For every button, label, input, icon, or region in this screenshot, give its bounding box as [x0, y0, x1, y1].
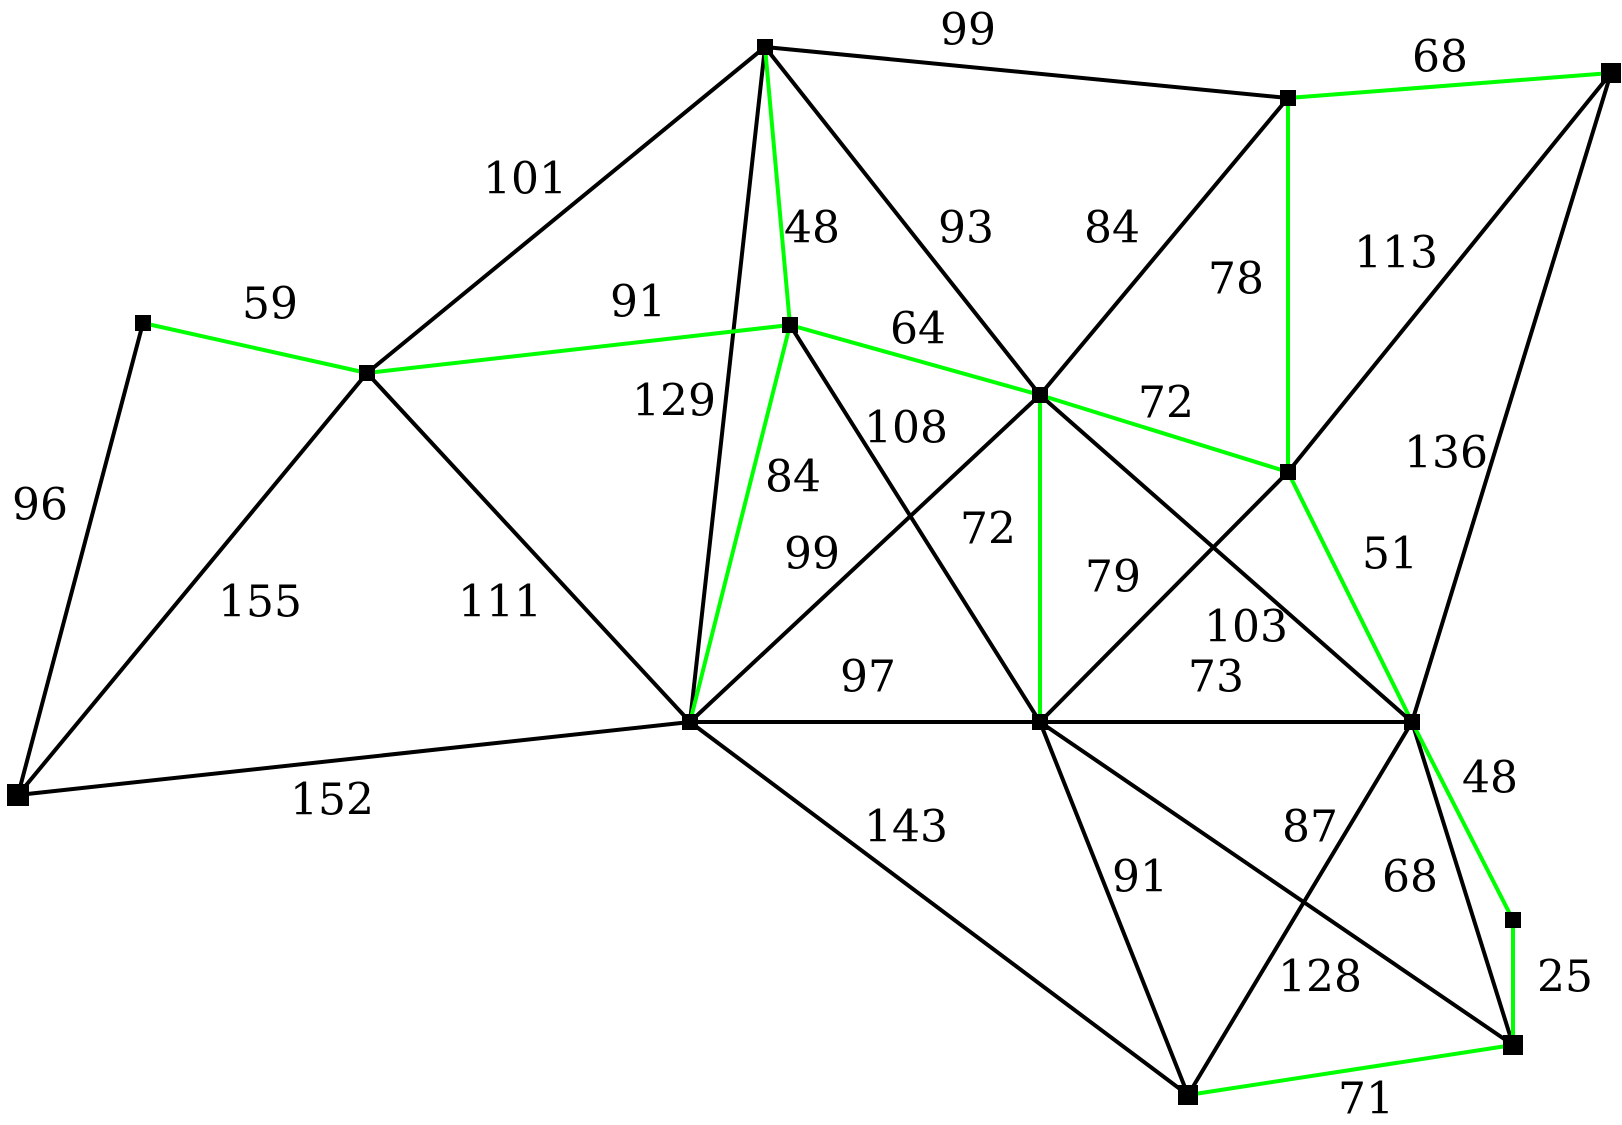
node-n8 — [1280, 464, 1296, 480]
edge-weight-label: 99 — [940, 5, 996, 56]
edge-weight-label: 128 — [1278, 952, 1362, 1003]
edge-weight-label: 143 — [864, 802, 948, 853]
edge-weight-label: 72 — [960, 504, 1016, 555]
edge-n10-n16 — [688, 720, 1190, 1097]
edge-n6-n7-highlighted — [788, 323, 1042, 397]
node-n12 — [1404, 714, 1420, 730]
edge-weight-label: 97 — [840, 652, 896, 703]
node-n15 — [1503, 1035, 1523, 1055]
edge-n1-n6-highlighted — [763, 45, 792, 327]
edge-weight-label: 129 — [632, 376, 716, 427]
edge-n12-n15 — [1410, 720, 1515, 1047]
edge-n2-n3-highlighted — [1286, 71, 1613, 100]
node-n10 — [682, 714, 698, 730]
edge-n11-n16 — [1038, 720, 1190, 1097]
edge-weight-label: 136 — [1404, 428, 1488, 479]
edge-n1-n5 — [365, 45, 767, 375]
edge-n6-n10-highlighted — [688, 323, 792, 724]
edge-weight-label: 51 — [1362, 529, 1418, 580]
edge-weight-label: 78 — [1208, 254, 1264, 305]
edge-weight-label: 111 — [458, 577, 542, 628]
edge-n4-n9 — [16, 321, 145, 797]
edge-weight-label: 87 — [1282, 802, 1338, 853]
edge-weight-label: 64 — [890, 304, 946, 355]
node-n5 — [359, 365, 375, 381]
node-n2 — [1280, 90, 1296, 106]
edge-weight-label: 25 — [1537, 952, 1593, 1003]
node-n6 — [782, 317, 798, 333]
node-n11 — [1032, 714, 1048, 730]
edge-n5-n10 — [365, 371, 692, 724]
node-n14 — [1505, 912, 1521, 928]
edge-weight-label: 96 — [12, 480, 68, 531]
label-layer: 99 68 101 48 93 129 84 78 113 136 59 96 91 155 111 64 84… — [12, 5, 1593, 1125]
edge-weight-label: 84 — [765, 452, 821, 503]
edge-n7-n12 — [1038, 393, 1414, 724]
edge-weight-label: 48 — [784, 203, 840, 254]
edge-weight-label: 68 — [1382, 852, 1438, 903]
edge-n1-n10 — [688, 45, 767, 724]
edge-weight-label: 84 — [1084, 203, 1140, 254]
edge-weight-label: 93 — [938, 203, 994, 254]
edge-weight-label: 101 — [483, 154, 567, 205]
edge-n6-n11 — [788, 323, 1042, 724]
edge-weight-label: 72 — [1138, 378, 1194, 429]
node-n7 — [1032, 387, 1048, 403]
edge-n3-n12 — [1410, 71, 1613, 724]
node-n3 — [1601, 63, 1621, 83]
edge-weight-label: 71 — [1338, 1074, 1394, 1125]
edge-n1-n7 — [763, 45, 1042, 397]
edge-n2-n7 — [1038, 96, 1290, 397]
edge-n5-n9 — [16, 371, 369, 797]
edge-weight-label: 103 — [1204, 602, 1288, 653]
edge-weight-label: 108 — [864, 403, 948, 454]
node-n4 — [135, 315, 151, 331]
edge-n4-n5-highlighted — [141, 321, 369, 375]
edge-n8-n11 — [1038, 470, 1290, 724]
edge-weight-label: 73 — [1188, 652, 1244, 703]
edge-n15-n16-highlighted — [1186, 1043, 1515, 1097]
edge-weight-label: 113 — [1354, 228, 1438, 279]
edge-n8-n12-highlighted — [1286, 470, 1414, 724]
edge-n11-n15 — [1038, 720, 1515, 1047]
edge-n1-n2 — [763, 45, 1290, 100]
edge-weight-label: 68 — [1412, 32, 1468, 83]
edge-layer — [16, 45, 1613, 1097]
edge-n12-n16 — [1186, 720, 1414, 1097]
node-n1 — [757, 39, 773, 55]
edge-weight-label: 91 — [610, 277, 666, 328]
edge-weight-label: 48 — [1462, 753, 1518, 804]
edge-n12-n14-highlighted — [1410, 720, 1515, 922]
edge-n9-n10 — [16, 720, 692, 797]
node-n16 — [1178, 1085, 1198, 1105]
edge-n7-n8-highlighted — [1038, 393, 1290, 474]
edge-weight-label: 91 — [1112, 852, 1168, 903]
edge-n5-n6-highlighted — [365, 323, 792, 375]
edge-weight-label: 152 — [290, 775, 374, 826]
edge-weight-label: 79 — [1085, 552, 1141, 603]
edge-n3-n8 — [1286, 71, 1613, 474]
edge-n7-n10 — [688, 393, 1042, 724]
edge-weight-label: 99 — [784, 529, 840, 580]
node-n9 — [7, 784, 29, 806]
node-layer — [7, 39, 1621, 1105]
edge-weight-label: 59 — [242, 279, 298, 330]
edge-weight-label: 155 — [218, 577, 302, 628]
